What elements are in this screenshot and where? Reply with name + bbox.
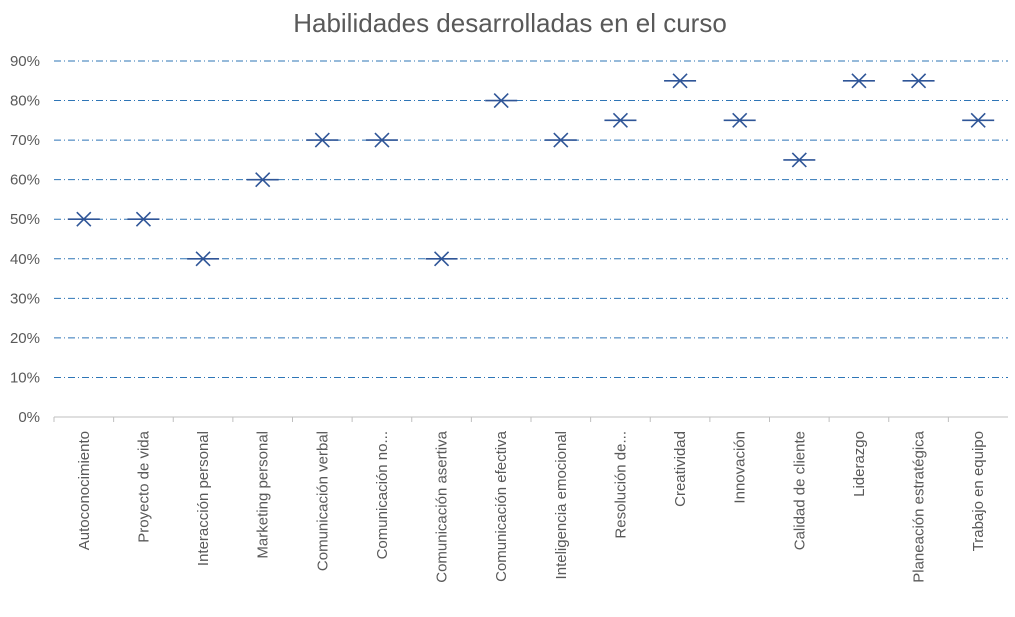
y-tick-label: 40% bbox=[10, 251, 40, 268]
x-tick-label: Interacción personal bbox=[195, 431, 212, 566]
data-points bbox=[67, 73, 995, 267]
data-point bbox=[187, 251, 220, 267]
data-point bbox=[664, 73, 697, 89]
x-axis: Autoconocimiento Proyecto de vida Interacc… bbox=[53, 416, 1008, 583]
data-point bbox=[246, 172, 279, 188]
chart-title: Habilidades desarrolladas en el curso bbox=[293, 8, 727, 38]
data-point bbox=[67, 211, 100, 227]
data-point bbox=[127, 211, 160, 227]
y-tick-label: 20% bbox=[10, 330, 40, 347]
x-tick-label: Trabajo en equipo bbox=[970, 431, 987, 551]
data-point bbox=[902, 73, 935, 89]
data-point bbox=[425, 251, 458, 267]
x-tick-label: Proyecto de vida bbox=[135, 430, 152, 542]
gridlines bbox=[54, 60, 1008, 378]
x-tick-label: Inteligencia emocional bbox=[553, 431, 570, 579]
data-point bbox=[723, 112, 756, 128]
data-point bbox=[365, 132, 398, 148]
x-tick-label: Liderazgo bbox=[851, 431, 868, 497]
data-point bbox=[306, 132, 339, 148]
data-point bbox=[842, 73, 875, 89]
y-tick-label: 90% bbox=[10, 53, 40, 70]
x-tick-label: Autoconocimiento bbox=[76, 431, 93, 550]
x-tick-label: Creatividad bbox=[672, 431, 689, 507]
x-tick-label: Marketing personal bbox=[255, 431, 272, 559]
data-point bbox=[604, 112, 637, 128]
x-tick-label: Planeación estratégica bbox=[911, 430, 928, 582]
y-tick-label: 80% bbox=[10, 93, 40, 110]
x-tick-label: Resolución de... bbox=[612, 431, 629, 539]
y-tick-label: 60% bbox=[10, 172, 40, 189]
x-tick-label: Comunicación efectiva bbox=[493, 430, 510, 582]
y-tick-label: 0% bbox=[18, 409, 40, 426]
y-axis: 0% 10% 20% 30% 40% 50% 60% 70% 80% 90% bbox=[10, 53, 40, 426]
y-tick-label: 10% bbox=[10, 369, 40, 386]
x-tick-label: Innovación bbox=[732, 431, 749, 504]
x-tick-label: Comunicación asertiva bbox=[434, 430, 451, 582]
y-tick-label: 30% bbox=[10, 290, 40, 307]
data-point bbox=[485, 92, 518, 109]
data-point bbox=[783, 152, 816, 168]
data-point bbox=[962, 112, 995, 128]
x-tick-label: Comunicación verbal bbox=[314, 431, 331, 571]
x-tick-label: Calidad de cliente bbox=[791, 431, 808, 550]
data-point bbox=[544, 132, 577, 148]
x-tick-label: Comunicación no... bbox=[374, 431, 391, 559]
y-tick-label: 70% bbox=[10, 132, 40, 149]
y-tick-label: 50% bbox=[10, 211, 40, 228]
